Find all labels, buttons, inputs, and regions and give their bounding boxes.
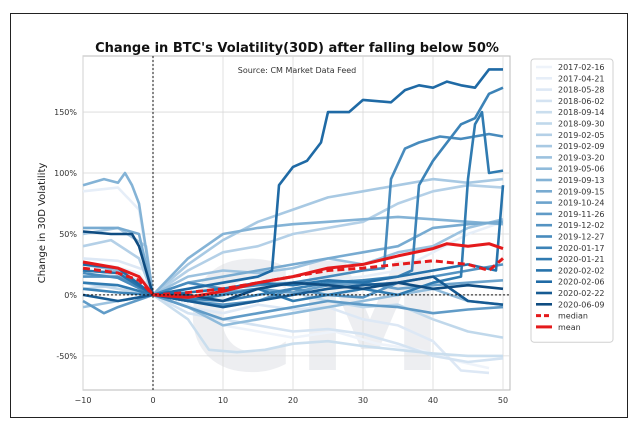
legend-label: 2020-02-02	[558, 266, 605, 275]
legend-label: 2019-05-06	[558, 165, 605, 174]
series-line-mean	[82, 242, 504, 299]
x-tick-label: 10	[218, 396, 228, 405]
series-line-2019-11-26	[82, 293, 504, 321]
legend-label: 2020-01-21	[558, 255, 605, 264]
x-tick-label: 30	[358, 396, 368, 405]
x-tick-label: 50	[498, 396, 508, 405]
legend-label: mean	[558, 323, 581, 332]
series-line-2018-09-14	[82, 283, 503, 358]
y-tick-label: 100%	[54, 169, 77, 178]
legend-label: 2019-09-15	[558, 187, 605, 196]
legend: 2017-02-16 2017-04-21 2018-05-28 2018-06-02…	[530, 58, 614, 343]
y-tick-label: 0%	[64, 291, 77, 300]
series-line-2020-06-09	[82, 230, 504, 303]
series-line-2019-09-13	[82, 171, 504, 297]
legend-label: 2018-09-14	[558, 108, 605, 117]
legend-label: 2019-11-26	[558, 210, 605, 219]
legend-label: 2020-02-06	[558, 278, 605, 287]
legend-label: 2018-06-02	[558, 97, 605, 106]
x-tick-label: 40	[428, 396, 438, 405]
x-tick-label: 20	[288, 396, 298, 405]
legend-label: 2018-09-30	[558, 120, 605, 129]
legend-label: 2018-05-28	[558, 86, 605, 95]
y-tick-label: -50%	[56, 352, 77, 361]
x-tick-label: 0	[150, 396, 155, 405]
x-tick-label: −10	[75, 396, 92, 405]
legend-label: median	[558, 312, 588, 321]
legend-label: 2020-01-17	[558, 244, 605, 253]
series-line-2019-09-15	[83, 220, 504, 297]
y-axis-label: Change in 30D Volatility	[37, 163, 48, 284]
legend-label: 2019-09-13	[558, 176, 605, 185]
source-note: Source: CM Market Data Feed	[238, 66, 357, 75]
series-line-2020-02-06	[82, 68, 503, 297]
series-line-2019-12-27	[82, 132, 504, 297]
legend-label: 2020-06-09	[558, 300, 605, 309]
legend-label: 2019-03-20	[558, 153, 605, 162]
chart-title: Change in BTC's Volatility(30D) after fa…	[95, 41, 499, 56]
y-tick-label: 50%	[59, 230, 77, 239]
legend-label: 2017-02-16	[558, 63, 605, 72]
legend-label: 2019-12-02	[558, 221, 605, 230]
legend-label: 2019-12-27	[558, 233, 605, 242]
legend-label: 2019-02-09	[558, 142, 605, 151]
legend-label: 2019-10-24	[558, 199, 605, 208]
legend-label: 2017-04-21	[558, 74, 605, 83]
legend-label: 2019-02-05	[558, 131, 605, 140]
y-tick-label: 150%	[54, 108, 77, 117]
legend-label: 2020-02-22	[558, 289, 605, 298]
